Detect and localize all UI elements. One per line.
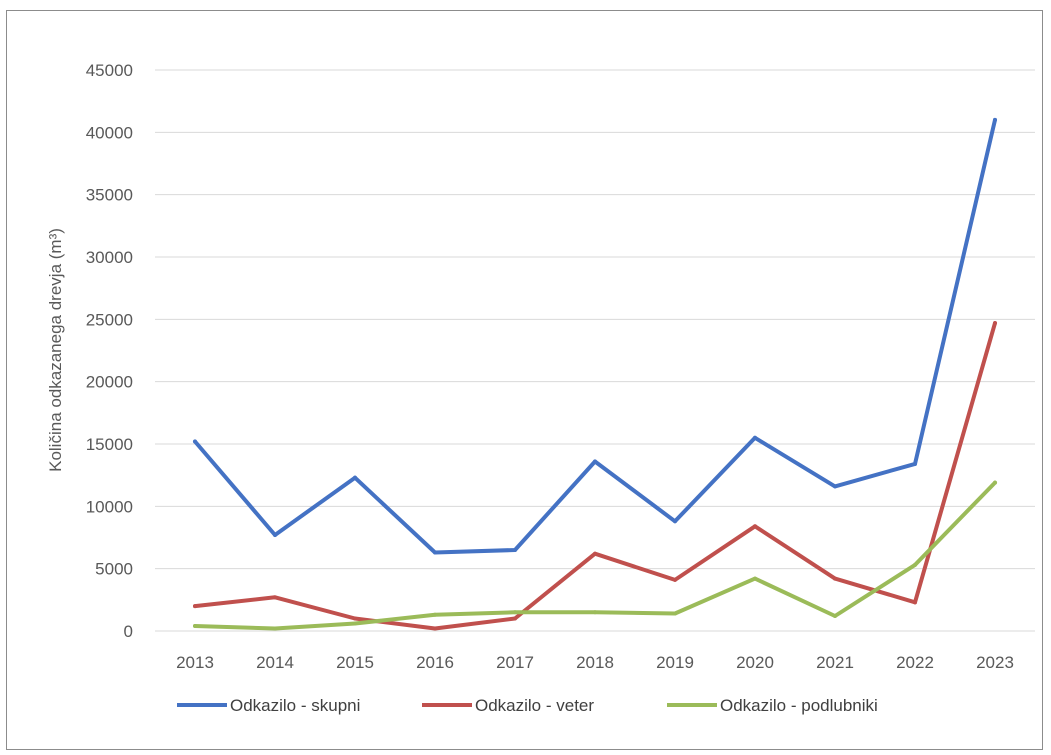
data-point — [753, 435, 757, 440]
data-point — [833, 614, 837, 619]
y-axis-label: Količina odkazanega drevja (m³) — [46, 228, 65, 472]
x-tick-label: 2018 — [576, 653, 614, 672]
data-point — [753, 524, 757, 529]
data-point — [993, 321, 997, 326]
data-point — [833, 484, 837, 489]
data-point — [993, 480, 997, 485]
y-tick-label: 30000 — [86, 248, 133, 267]
data-point — [273, 595, 277, 600]
data-point — [513, 547, 517, 552]
series-lines — [193, 117, 997, 631]
y-tick-label: 45000 — [86, 61, 133, 80]
y-tick-label: 40000 — [86, 123, 133, 142]
legend: Odkazilo - skupni Odkazilo - veter Odkazil… — [177, 696, 878, 715]
legend-label: Odkazilo - podlubniki — [720, 696, 878, 715]
y-tick-label: 25000 — [86, 310, 133, 329]
data-point — [913, 562, 917, 567]
data-point — [673, 611, 677, 616]
x-tick-label: 2013 — [176, 653, 214, 672]
gridlines — [155, 69, 1035, 632]
data-point — [753, 576, 757, 581]
x-tick-label: 2021 — [816, 653, 854, 672]
y-tick-label: 5000 — [95, 560, 133, 579]
data-point — [193, 604, 197, 609]
y-tick-label: 15000 — [86, 435, 133, 454]
x-tick-label: 2023 — [976, 653, 1014, 672]
data-point — [353, 475, 357, 480]
legend-label: Odkazilo - skupni — [230, 696, 360, 715]
y-axis-ticks: 0 5000 10000 15000 20000 25000 30000 35000 40000… — [86, 61, 133, 641]
y-tick-label: 20000 — [86, 373, 133, 392]
data-point — [433, 612, 437, 617]
data-point — [593, 610, 597, 615]
x-tick-label: 2015 — [336, 653, 374, 672]
y-tick-label: 10000 — [86, 497, 133, 516]
data-point — [593, 551, 597, 556]
data-point — [513, 610, 517, 615]
x-axis-ticks: 2013 2014 2015 2016 2017 2018 2019 2020 2021 2022… — [176, 653, 1014, 672]
data-point — [433, 626, 437, 631]
data-point — [353, 621, 357, 626]
data-point — [273, 626, 277, 631]
data-point — [193, 624, 197, 629]
data-point — [513, 616, 517, 621]
data-point — [353, 616, 357, 621]
data-point — [433, 550, 437, 555]
data-point — [913, 600, 917, 605]
x-tick-label: 2019 — [656, 653, 694, 672]
series-line-1 — [193, 117, 997, 555]
data-point — [913, 461, 917, 466]
x-tick-label: 2014 — [256, 653, 294, 672]
y-tick-label: 35000 — [86, 186, 133, 205]
data-point — [593, 459, 597, 464]
data-point — [273, 533, 277, 538]
x-tick-label: 2022 — [896, 653, 934, 672]
data-point — [833, 576, 837, 581]
data-point — [673, 519, 677, 524]
x-tick-label: 2016 — [416, 653, 454, 672]
data-point — [193, 439, 197, 444]
legend-label: Odkazilo - veter — [475, 696, 594, 715]
data-point — [673, 577, 677, 582]
y-tick-label: 0 — [124, 622, 133, 641]
x-tick-label: 2017 — [496, 653, 534, 672]
x-tick-label: 2020 — [736, 653, 774, 672]
data-point — [993, 117, 997, 122]
chart-frame — [6, 10, 1043, 750]
